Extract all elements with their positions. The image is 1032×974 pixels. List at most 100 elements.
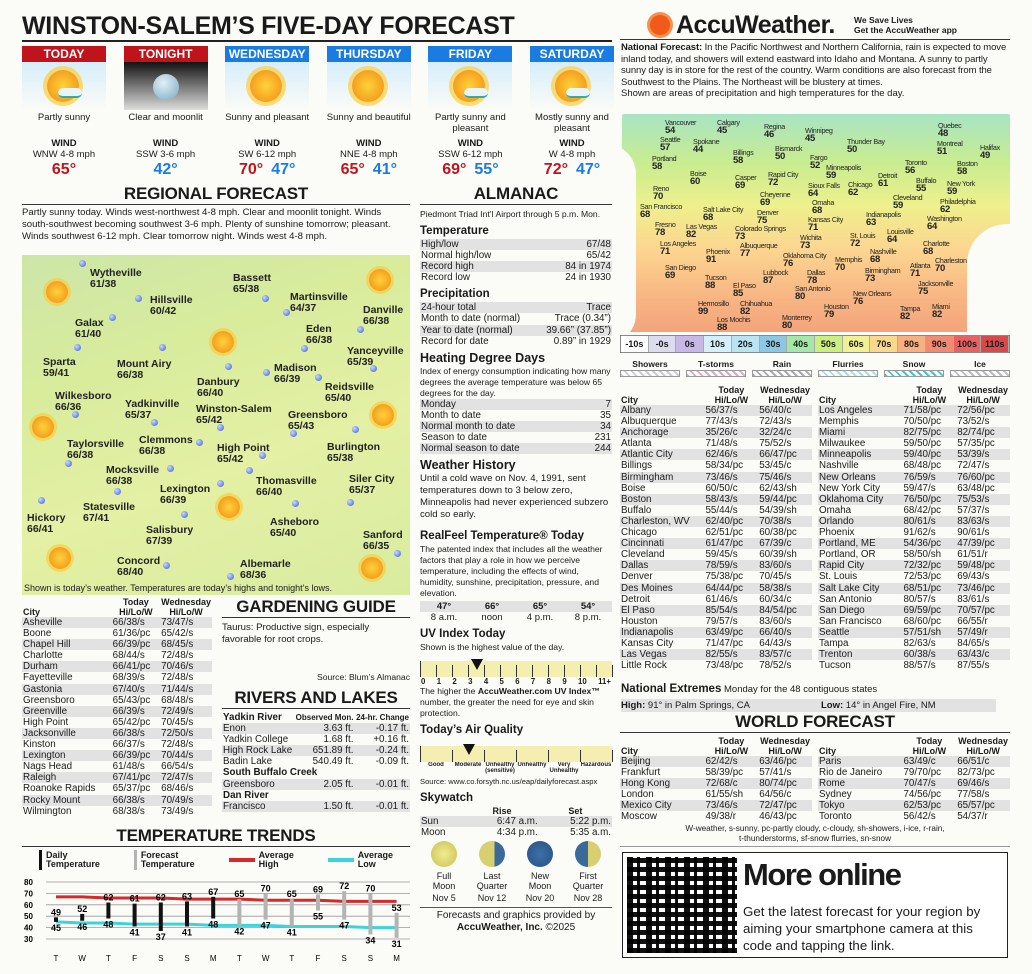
x-tick-label: T: [237, 954, 242, 963]
row-label: Salt Lake City: [818, 582, 903, 594]
low-label: 48: [103, 919, 113, 929]
table-row: Chicago 62/51/pc 60/38/pc: [620, 527, 812, 538]
row-label: Paris: [818, 756, 903, 768]
temperature-scale: -10s -0s 0s 10s 20s 30s 40s 50s 60s 70s 80s 90s 100s…: [620, 335, 1010, 353]
map-city-temp: 79: [824, 309, 834, 320]
table-row: Trenton 60/38/s 63/43/c: [818, 649, 1010, 661]
credit: Forecasts and graphics provided by AccuW…: [420, 907, 612, 934]
table-row: Asheville 66/38/s 73/47/s: [22, 617, 212, 629]
uv-marker-icon: [471, 659, 483, 671]
row-label: Cleveland: [621, 549, 665, 561]
uv-number: 9: [562, 677, 567, 687]
temp-scale-band: 30s: [759, 336, 788, 352]
row-value: 66/40/s: [758, 626, 812, 638]
row-label: Rapid City: [818, 560, 903, 572]
row-value: 70/46/s: [160, 661, 212, 673]
column-header: Set: [568, 806, 583, 817]
high-label: 62: [103, 893, 113, 903]
table-row: Los Angeles 71/58/pc 72/56/pc: [818, 405, 1010, 417]
map-city-temp: 48: [938, 128, 948, 139]
qr-code-icon[interactable]: [627, 857, 737, 953]
map-city-label: Chihuahua 82: [740, 300, 772, 316]
row-label: Indianapolis: [620, 626, 705, 638]
column-header: Wednesday Hi/Lo/W: [956, 385, 1010, 405]
row-label: Gastonia: [22, 683, 112, 695]
uv-tick: [452, 665, 453, 678]
row-label: Moscow: [621, 811, 657, 823]
map-city-label: Charleston 70: [935, 257, 967, 273]
accuweather-logo: AccuWeather.: [676, 11, 835, 39]
almanac-subtitle: Piedmont Triad Int’l Airport through 5 p…: [420, 209, 601, 219]
realfeel-temp: 65°: [516, 601, 564, 613]
row-value: 39.66” (37.85”): [535, 324, 612, 336]
map-city-name: Cleveland: [893, 193, 923, 202]
aq-level: Very Unhealthy: [549, 762, 579, 775]
row-value: 66/54/s: [161, 761, 194, 773]
low-label: 41: [182, 927, 192, 937]
row-value: 79/57/s: [705, 615, 738, 627]
map-city-label: Vancouver 54: [665, 119, 696, 135]
row-label: Portland, OR: [819, 549, 876, 561]
temp-scale-band: 60s: [842, 336, 871, 352]
row-label: New Orleans: [818, 471, 903, 483]
map-city-temp: 64: [808, 188, 818, 199]
table-row: Omaha 68/42/pc 57/37/s: [818, 505, 1010, 516]
row-value: 87/55/s: [957, 660, 990, 672]
row-value: 47/39/pc: [956, 538, 1010, 550]
row-label: Normal season to date: [420, 443, 583, 455]
row-label: Rome: [818, 778, 903, 790]
uv-number: 1: [436, 677, 442, 687]
table-row: Charlotte 68/44/s 72/48/s: [22, 650, 212, 661]
row-value: 82/74/pc: [956, 427, 1010, 439]
trends-title: TEMPERATURE TRENDS: [22, 826, 410, 847]
row-label: Detroit: [621, 593, 650, 605]
moon-phase-name: Full: [436, 871, 452, 882]
column-header: Today Hi/Lo/W: [902, 736, 956, 756]
x-tick-label: T: [54, 954, 59, 963]
row-label: 24-hour total: [420, 302, 536, 314]
table-row: Beijing 62/42/s 63/46/pc: [620, 756, 812, 768]
map-city-label: Colorado Springs 73: [735, 225, 786, 241]
river-name: Dan River: [223, 789, 269, 801]
map-city-temps: 65/40: [270, 527, 297, 539]
map-city-label: Houston 79: [824, 303, 849, 319]
forecast-temp-bar: [289, 899, 294, 927]
row-value: 83/57/c: [758, 649, 812, 661]
national-extremes: National Extremes Monday for the 48 cont…: [621, 679, 1011, 712]
row-value: 60/34/c: [759, 593, 792, 605]
gardening-guide: GARDENING GUIDE Taurus: Productive sign,…: [222, 597, 410, 683]
row-label: Record low: [421, 272, 471, 284]
row-label: Miami: [818, 427, 903, 439]
uv-tick: [580, 665, 581, 678]
map-city-label: Portland 58: [652, 155, 677, 171]
row-value: 54/36/pc: [902, 538, 957, 550]
map-city-temps: 66/38: [363, 315, 390, 327]
city-dot: [357, 326, 364, 333]
row-label: Normal high/low: [421, 250, 492, 262]
map-city-label: Montreal 51: [937, 140, 963, 156]
map-city-name: Concord: [117, 555, 161, 567]
temp-scale-band: 110s: [981, 336, 1010, 352]
forecast-temps: 70° 47°: [225, 161, 309, 179]
table-row: Normal month to date 34: [420, 420, 612, 433]
table-row: Record high 84 in 1974: [420, 261, 612, 273]
column-header: Wednesday Hi/Lo/W: [758, 736, 812, 756]
row-value: 244: [582, 443, 612, 455]
extreme-low: 14° in Angel Fire, NM: [843, 700, 936, 711]
uv-text: Shown is the highest value of the day.: [420, 642, 565, 653]
row-value: 70/38/s: [758, 515, 812, 528]
row-label: Buffalo: [621, 504, 652, 516]
row-value: 61/48/s: [112, 761, 145, 773]
map-city-label: Las Vegas 82: [686, 223, 717, 239]
high-label: 65: [287, 889, 297, 899]
city-dot: [79, 260, 86, 267]
header-line: Wednesday: [958, 736, 1009, 746]
map-city-name: Asheboro: [270, 516, 320, 528]
map-city-label: Spokane 44: [693, 138, 720, 154]
high-temp: 65°: [340, 161, 365, 178]
row-label: Cincinnati: [620, 538, 705, 550]
table-row: Buffalo 55/44/s 54/39/sh: [620, 505, 812, 516]
row-value: 70/45/s: [759, 571, 792, 583]
header-line: Today: [916, 385, 943, 395]
row-value: 66/38/s: [111, 617, 161, 629]
